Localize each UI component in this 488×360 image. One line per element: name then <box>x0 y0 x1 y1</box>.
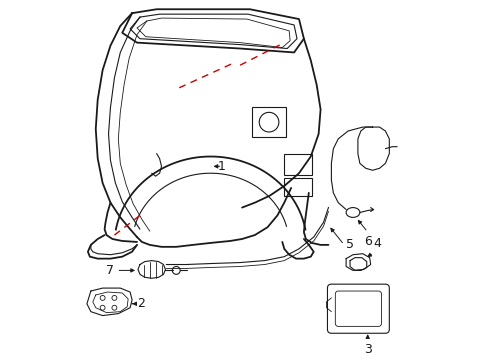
Text: 6: 6 <box>363 235 371 248</box>
Text: 4: 4 <box>373 237 381 250</box>
Text: 2: 2 <box>137 297 144 310</box>
Bar <box>251 107 285 137</box>
Text: 3: 3 <box>363 343 371 356</box>
Bar <box>284 178 311 196</box>
Text: 1: 1 <box>217 160 225 173</box>
Bar <box>284 154 311 175</box>
Text: 7: 7 <box>106 264 114 277</box>
Text: 5: 5 <box>346 238 353 251</box>
